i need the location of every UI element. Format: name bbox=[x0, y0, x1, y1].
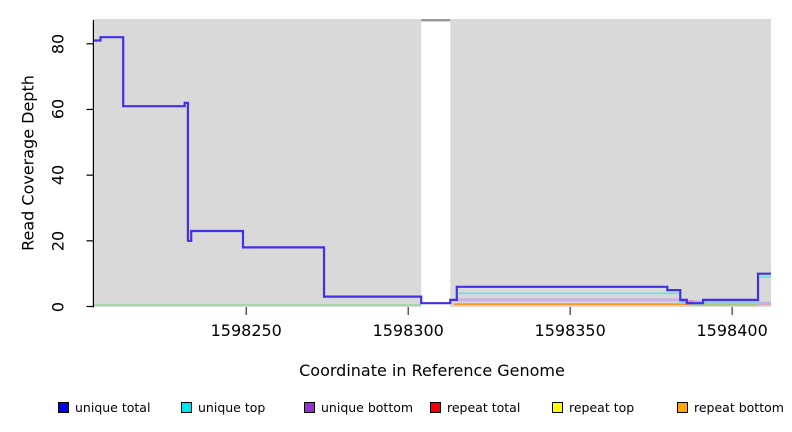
legend-label: unique top bbox=[198, 399, 266, 415]
coverage-gap-cap bbox=[421, 19, 451, 22]
y-tick-label: 0 bbox=[48, 301, 68, 312]
y-axis-label: Read Coverage Depth bbox=[18, 75, 38, 251]
x-tick-label: 1598400 bbox=[696, 321, 768, 340]
series-line-unique-total bbox=[94, 36, 771, 305]
plot-legend: unique total unique top unique bottom re… bbox=[0, 399, 792, 421]
legend-item-repeat-bottom: repeat bottom bbox=[677, 399, 784, 415]
legend-swatch-unique-bottom bbox=[304, 401, 315, 413]
legend-label: repeat total bbox=[447, 399, 521, 415]
legend-label: unique bottom bbox=[321, 399, 414, 415]
y-tick-label: 40 bbox=[48, 164, 68, 186]
legend-item-unique-top: unique top bbox=[181, 399, 265, 415]
coverage-gap-band bbox=[421, 19, 451, 307]
legend-item-unique-total: unique total bbox=[58, 399, 150, 415]
legend-item-unique-bottom: unique bottom bbox=[304, 399, 413, 415]
legend-label: unique total bbox=[75, 399, 151, 415]
x-tick-label: 1598300 bbox=[372, 321, 444, 340]
legend-swatch-repeat-top bbox=[552, 401, 563, 413]
legend-item-repeat-top: repeat top bbox=[552, 399, 634, 415]
legend-swatch-unique-top bbox=[181, 401, 192, 413]
legend-item-repeat-total: repeat total bbox=[430, 399, 520, 415]
legend-swatch-unique-total bbox=[58, 401, 69, 413]
legend-label: repeat top bbox=[569, 399, 635, 415]
x-axis-label: Coordinate in Reference Genome bbox=[299, 361, 565, 380]
series-line-unique-top bbox=[456, 276, 771, 305]
x-tick-label: 1598250 bbox=[210, 321, 282, 340]
y-tick-label: 80 bbox=[48, 33, 68, 54]
series-line-unique-bottom bbox=[456, 298, 771, 305]
legend-label: repeat bottom bbox=[694, 399, 784, 415]
y-tick-label: 60 bbox=[48, 99, 68, 120]
x-tick-label: 1598350 bbox=[534, 321, 606, 340]
legend-swatch-repeat-bottom bbox=[677, 401, 688, 413]
y-tick-label: 20 bbox=[48, 230, 68, 251]
legend-swatch-repeat-total bbox=[430, 401, 441, 413]
